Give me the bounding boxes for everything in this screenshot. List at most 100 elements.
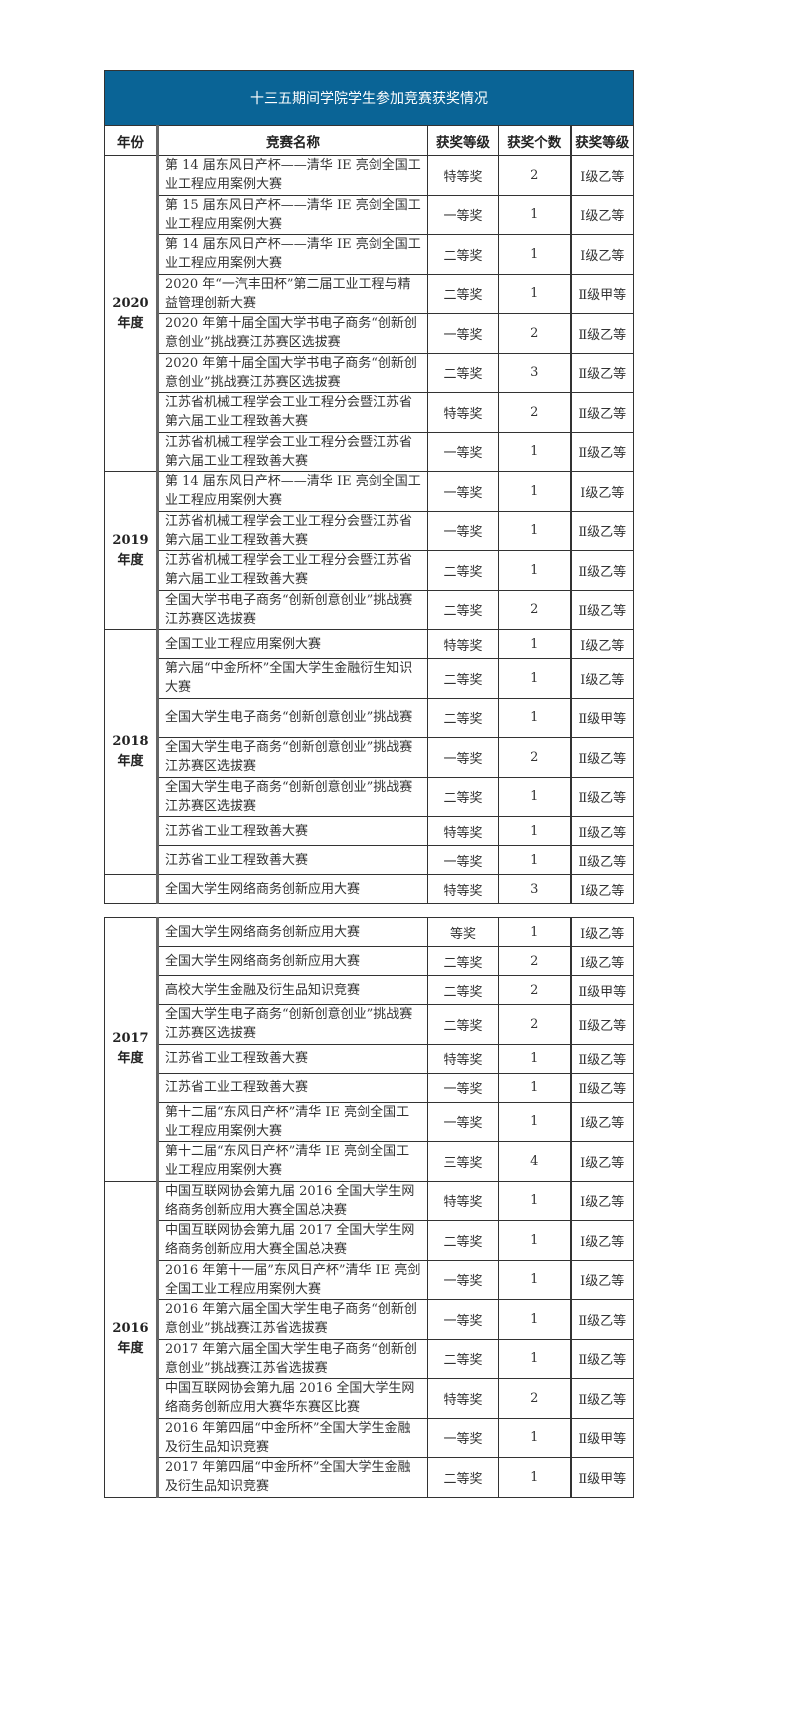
- competition-name-cell: 2016 年第六届全国大学生电子商务“创新创意创业”挑战赛江苏省选拔赛: [156, 1299, 428, 1340]
- award-grade-cell: 特等奖: [427, 874, 499, 904]
- award-count-cell: 1: [498, 1043, 571, 1074]
- competition-name-cell: 2020 年第十届全国大学书电子商务“创新创意创业”挑战赛江苏赛区选拔赛: [156, 352, 428, 393]
- award-level-cell: Ⅰ级乙等: [569, 155, 635, 196]
- awards-table-part-1: 十三五期间学院学生参加竞赛获奖情况 年份 竞赛名称 获奖等级 获奖个数 获奖等级…: [103, 70, 635, 904]
- table-body: 2020 年度第 14 届东风日产杯——清华 IE 亮剑全国工业工程应用案例大赛特…: [104, 155, 635, 904]
- competition-name-cell: 江苏省工业工程致善大赛: [156, 816, 428, 846]
- award-grade-cell: 特等奖: [427, 392, 499, 433]
- award-level-cell: Ⅱ级乙等: [569, 313, 635, 354]
- year-cell: [104, 874, 158, 904]
- award-level-cell: Ⅰ级乙等: [569, 658, 635, 699]
- award-grade-cell: 二等奖: [427, 697, 499, 738]
- award-grade-cell: 等奖: [427, 917, 499, 947]
- award-count-cell: 1: [498, 510, 571, 551]
- header-award-count: 获奖个数: [498, 125, 571, 156]
- award-level-cell: Ⅰ级乙等: [569, 1259, 634, 1300]
- award-level-cell: Ⅱ级乙等: [569, 352, 635, 393]
- year-cell: 2018 年度: [104, 629, 158, 875]
- table-row: 江苏省工业工程致善大赛 特等奖 1 Ⅱ级乙等: [105, 1043, 634, 1074]
- table-row: 2019 年度 第 14 届东风日产杯——清华 IE 亮剑全国工业工程应用案例大赛一…: [104, 471, 635, 630]
- award-count-cell: 2: [498, 313, 571, 354]
- award-count-cell: 1: [498, 234, 571, 275]
- table-title: 十三五期间学院学生参加竞赛获奖情况: [103, 70, 635, 126]
- award-grade-cell: 二等奖: [427, 1338, 499, 1379]
- table-row: 2016 年度 中国互联网协会第九届 2016 全国大学生网络商务创新应用大赛全国总…: [104, 1180, 634, 1498]
- header-competition-name: 竞赛名称: [156, 125, 428, 156]
- competition-name-cell: 江苏省工业工程致善大赛: [156, 845, 428, 875]
- award-level-cell: Ⅱ级甲等: [569, 1457, 634, 1498]
- competition-name-cell: 第六届“中金所杯”全国大学生金融衍生知识大赛: [156, 658, 428, 699]
- table-row: 全国大学生网络商务创新应用大赛 二等奖 2 Ⅰ级乙等: [105, 946, 634, 976]
- competition-name-cell: 2016 年第四届“中金所杯”全国大学生金融及衍生品知识竞赛: [156, 1417, 428, 1458]
- competition-name-cell: 2020 年“一汽丰田杯”第二届工业工程与精益管理创新大赛: [156, 273, 428, 314]
- year-suffix: 年度: [117, 1341, 144, 1356]
- competition-name-cell: 江苏省机械工程学会工业工程分会暨江苏省第六届工业工程致善大赛: [156, 431, 428, 472]
- award-count-cell: 1: [498, 816, 571, 846]
- award-level-cell: Ⅱ级乙等: [569, 1338, 634, 1379]
- table-row: 江苏省机械工程学会工业工程分会暨江苏省第六届工业工程致善大赛 一等奖 1 Ⅱ级乙等: [105, 431, 635, 472]
- competition-name-cell: 中国互联网协会第九届 2016 全国大学生网络商务创新应用大赛全国总决赛: [156, 1180, 428, 1221]
- year-label: 2018: [112, 734, 149, 749]
- header-award-level: 获奖等级: [569, 125, 635, 156]
- award-count-cell: 4: [498, 1141, 571, 1182]
- award-count-cell: 1: [498, 917, 571, 947]
- award-level-cell: Ⅰ级乙等: [569, 917, 634, 947]
- award-grade-cell: 特等奖: [427, 629, 499, 659]
- table-row: 全国大学生电子商务“创新创意创业”挑战赛江苏赛区选拔赛 二等奖 1 Ⅱ级乙等: [105, 776, 635, 817]
- competition-name-cell: 江苏省工业工程致善大赛: [156, 1072, 428, 1103]
- table-row: 第 14 届东风日产杯——清华 IE 亮剑全国工业工程应用案例大赛 二等奖 1 Ⅰ级乙…: [105, 234, 635, 275]
- table-row: 2020 年度第 14 届东风日产杯——清华 IE 亮剑全国工业工程应用案例大赛特…: [104, 155, 635, 472]
- award-grade-cell: 一等奖: [427, 845, 499, 875]
- award-level-cell: Ⅰ级乙等: [569, 874, 635, 904]
- table-row: 2016 年第六届全国大学生电子商务“创新创意创业”挑战赛江苏省选拔赛 一等奖 1 Ⅱ…: [105, 1299, 634, 1340]
- table-row: 2016 年第十一届”东风日产杯”清华 IE 亮剑全国工业工程应用案例大赛 一等奖…: [105, 1259, 634, 1300]
- competition-name-cell: 第 15 届东风日产杯——清华 IE 亮剑全国工业工程应用案例大赛: [156, 194, 428, 235]
- award-count-cell: 1: [498, 1180, 571, 1221]
- award-grade-cell: 二等奖: [427, 1457, 499, 1498]
- award-level-cell: Ⅰ级乙等: [569, 1180, 634, 1221]
- award-level-cell: Ⅱ级乙等: [569, 776, 635, 817]
- award-level-cell: Ⅱ级乙等: [569, 1072, 634, 1103]
- award-grade-cell: 二等奖: [427, 1004, 499, 1045]
- award-level-cell: Ⅰ级乙等: [569, 1220, 634, 1261]
- award-grade-cell: 二等奖: [427, 776, 499, 817]
- year-cell: 2020 年度: [104, 155, 158, 472]
- table-body: 2017 年度 全国大学生网络商务创新应用大赛 等奖 1 Ⅰ级乙等 全国大学生网络商务创新应…: [104, 917, 634, 1498]
- table-row: 全国大学生电子商务“创新创意创业”挑战赛 二等奖 1 Ⅱ级甲等: [105, 697, 635, 738]
- table-row: 2020 年第十届全国大学书电子商务“创新创意创业”挑战赛江苏赛区选拔赛 二等奖 3…: [105, 352, 635, 393]
- competition-name-cell: 中国互联网协会第九届 2017 全国大学生网络商务创新应用大赛全国总决赛: [156, 1220, 428, 1261]
- award-level-cell: Ⅰ级乙等: [569, 471, 635, 512]
- table-row: 江苏省机械工程学会工业工程分会暨江苏省第六届工业工程致善大赛 二等奖 1 Ⅱ级乙等: [105, 550, 635, 591]
- competition-name-cell: 第十二届“东风日产杯”清华 IE 亮剑全国工业工程应用案例大赛: [156, 1101, 428, 1142]
- award-grade-cell: 二等奖: [427, 975, 499, 1005]
- table-row: 中国互联网协会第九届 2016 全国大学生网络商务创新应用大赛华东赛区比赛 特等奖…: [105, 1378, 634, 1419]
- award-count-cell: 1: [498, 273, 571, 314]
- award-count-cell: 2: [498, 1378, 571, 1419]
- table-row: 2017 年第四届“中金所杯”全国大学生金融及衍生品知识竞赛 二等奖 1 Ⅱ级甲等: [105, 1457, 634, 1498]
- award-count-cell: 1: [498, 194, 571, 235]
- award-grade-cell: 一等奖: [427, 1417, 499, 1458]
- award-level-cell: Ⅱ级乙等: [569, 1043, 634, 1074]
- year-suffix: 年度: [117, 1051, 144, 1067]
- table-row: 2017 年度 全国大学生网络商务创新应用大赛 等奖 1 Ⅰ级乙等: [104, 917, 634, 1182]
- award-count-cell: 2: [498, 1004, 571, 1045]
- award-count-cell: 1: [498, 1259, 571, 1300]
- award-count-cell: 1: [498, 1101, 571, 1142]
- competition-name-cell: 第 14 届东风日产杯——清华 IE 亮剑全国工业工程应用案例大赛: [156, 471, 428, 512]
- table-row: 第六届“中金所杯”全国大学生金融衍生知识大赛 二等奖 1 Ⅰ级乙等: [105, 658, 635, 699]
- table-row: 全国大学生电子商务“创新创意创业”挑战赛江苏赛区选拔赛 一等奖 2 Ⅱ级乙等: [105, 737, 635, 778]
- award-grade-cell: 一等奖: [427, 471, 499, 512]
- award-level-cell: Ⅰ级乙等: [569, 234, 635, 275]
- table-row: 中国互联网协会第九届 2017 全国大学生网络商务创新应用大赛全国总决赛 二等奖 1…: [105, 1220, 634, 1261]
- award-grade-cell: 特等奖: [427, 1378, 499, 1419]
- competition-name-cell: 2020 年第十届全国大学书电子商务“创新创意创业”挑战赛江苏赛区选拔赛: [156, 313, 428, 354]
- year-suffix: 年度: [117, 315, 144, 331]
- award-level-cell: Ⅰ级乙等: [569, 629, 635, 659]
- award-count-cell: 1: [498, 431, 571, 472]
- award-level-cell: Ⅱ级甲等: [569, 1417, 634, 1458]
- award-count-cell: 1: [498, 1299, 571, 1340]
- year-suffix: 年度: [117, 754, 144, 769]
- award-level-cell: Ⅱ级乙等: [569, 1299, 634, 1340]
- award-level-cell: Ⅱ级乙等: [569, 1378, 634, 1419]
- award-count-cell: 1: [498, 776, 571, 817]
